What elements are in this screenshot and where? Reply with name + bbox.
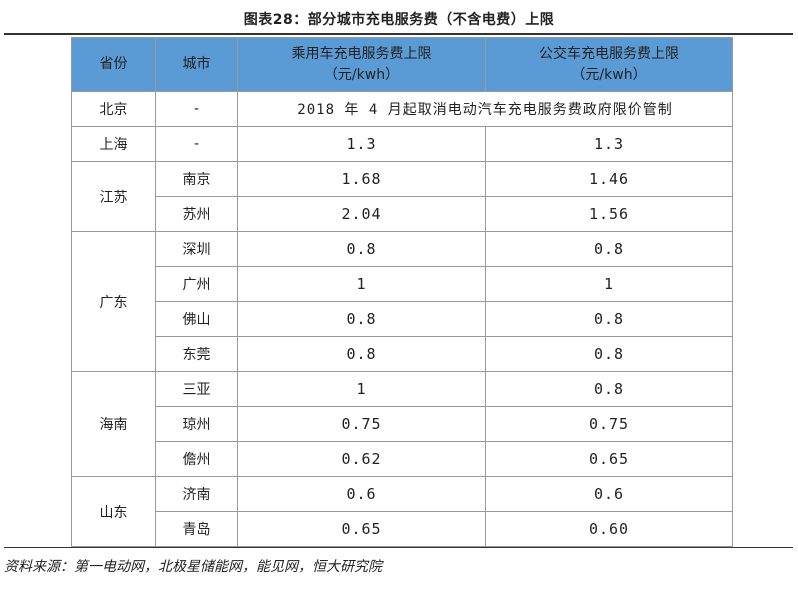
city-cell: 广州 bbox=[155, 266, 238, 302]
bus-fee-cell: 1.46 bbox=[485, 161, 733, 197]
passenger-fee-cell: 1 bbox=[237, 266, 486, 302]
table-row: 琼州 0.75 0.75 bbox=[72, 406, 733, 442]
header-passenger-fee: 乘用车充电服务费上限 （元/kwh） bbox=[237, 37, 486, 92]
passenger-fee-cell: 1.68 bbox=[237, 161, 486, 197]
table-row: 佛山 0.8 0.8 bbox=[72, 301, 733, 337]
province-cell: 海南 bbox=[71, 371, 156, 477]
title-divider bbox=[4, 33, 793, 35]
bus-fee-cell: 0.60 bbox=[485, 511, 733, 547]
table-row: 广州 1 1 bbox=[72, 266, 733, 302]
table-row: 山东 济南 0.6 0.6 bbox=[71, 476, 733, 547]
source-note: 资料来源：第一电动网，北极星储能网，能见网，恒大研究院 bbox=[4, 547, 793, 576]
table-row: 儋州 0.62 0.65 bbox=[72, 441, 733, 477]
city-cell: 三亚 bbox=[155, 371, 238, 407]
header-row: 省份 城市 乘用车充电服务费上限 （元/kwh） 公交车充电服务费上限 （元/k… bbox=[71, 37, 733, 92]
figure-title: 图表28：部分城市充电服务费（不含电费）上限 bbox=[243, 12, 555, 28]
bus-fee-cell: 0.8 bbox=[485, 336, 733, 372]
bus-fee-cell: 0.65 bbox=[485, 441, 733, 477]
table-row: 海南 三亚 1 0.8 bbox=[71, 371, 733, 477]
province-cell: 上海 bbox=[71, 126, 156, 162]
bus-fee-cell: 1.56 bbox=[485, 196, 733, 232]
city-cell: 南京 bbox=[155, 161, 238, 197]
city-cell: 深圳 bbox=[155, 231, 238, 267]
service-fee-table: 省份 城市 乘用车充电服务费上限 （元/kwh） 公交车充电服务费上限 （元/k… bbox=[71, 37, 733, 547]
passenger-fee-cell: 1 bbox=[237, 371, 486, 407]
passenger-fee-cell: 0.8 bbox=[237, 231, 486, 267]
table-row: 青岛 0.65 0.60 bbox=[72, 511, 733, 547]
city-cell: 东莞 bbox=[155, 336, 238, 372]
city-cell: - bbox=[155, 126, 238, 162]
table-row-beijing: 北京 - 2018 年 4 月起取消电动汽车充电服务费政府限价管制 bbox=[71, 91, 733, 127]
table-row: 东莞 0.8 0.8 bbox=[72, 336, 733, 372]
bus-fee-cell: 0.8 bbox=[485, 371, 733, 407]
passenger-fee-cell: 0.8 bbox=[237, 336, 486, 372]
header-bus-fee: 公交车充电服务费上限 （元/kwh） bbox=[485, 37, 733, 92]
province-cell: 江苏 bbox=[71, 161, 156, 232]
bus-fee-cell: 0.6 bbox=[485, 476, 733, 512]
city-cell: 青岛 bbox=[155, 511, 238, 547]
header-city: 城市 bbox=[155, 37, 238, 92]
policy-note-cell: 2018 年 4 月起取消电动汽车充电服务费政府限价管制 bbox=[237, 91, 733, 127]
header-bus-label: 公交车充电服务费上限 bbox=[539, 45, 679, 62]
city-cell: 琼州 bbox=[155, 406, 238, 442]
province-cell: 广东 bbox=[71, 231, 156, 372]
table-row: 广东 深圳 0.8 0.8 bbox=[71, 231, 733, 372]
city-cell: - bbox=[155, 91, 238, 127]
table-row-shanghai: 上海 - 1.3 1.3 bbox=[71, 126, 733, 162]
passenger-fee-cell: 2.04 bbox=[237, 196, 486, 232]
city-cell: 济南 bbox=[155, 476, 238, 512]
passenger-fee-cell: 1.3 bbox=[237, 126, 486, 162]
table-row: 江苏 南京 1.68 1.46 bbox=[71, 161, 733, 232]
bus-fee-cell: 1 bbox=[485, 266, 733, 302]
bus-fee-cell: 0.8 bbox=[485, 301, 733, 337]
bus-fee-cell: 0.8 bbox=[485, 231, 733, 267]
header-passenger-unit: （元/kwh） bbox=[323, 66, 400, 83]
bus-fee-cell: 1.3 bbox=[485, 126, 733, 162]
header-bus-unit: （元/kwh） bbox=[571, 66, 647, 83]
header-province: 省份 bbox=[71, 37, 156, 92]
header-passenger-label: 乘用车充电服务费上限 bbox=[291, 45, 432, 62]
passenger-fee-cell: 0.6 bbox=[237, 476, 486, 512]
province-cell: 北京 bbox=[71, 91, 156, 127]
passenger-fee-cell: 0.62 bbox=[237, 441, 486, 477]
city-cell: 儋州 bbox=[155, 441, 238, 477]
passenger-fee-cell: 0.8 bbox=[237, 301, 486, 337]
city-cell: 苏州 bbox=[155, 196, 238, 232]
passenger-fee-cell: 0.75 bbox=[237, 406, 486, 442]
table-row: 苏州 2.04 1.56 bbox=[72, 196, 733, 232]
bus-fee-cell: 0.75 bbox=[485, 406, 733, 442]
passenger-fee-cell: 0.65 bbox=[237, 511, 486, 547]
province-cell: 山东 bbox=[71, 476, 156, 547]
city-cell: 佛山 bbox=[155, 301, 238, 337]
